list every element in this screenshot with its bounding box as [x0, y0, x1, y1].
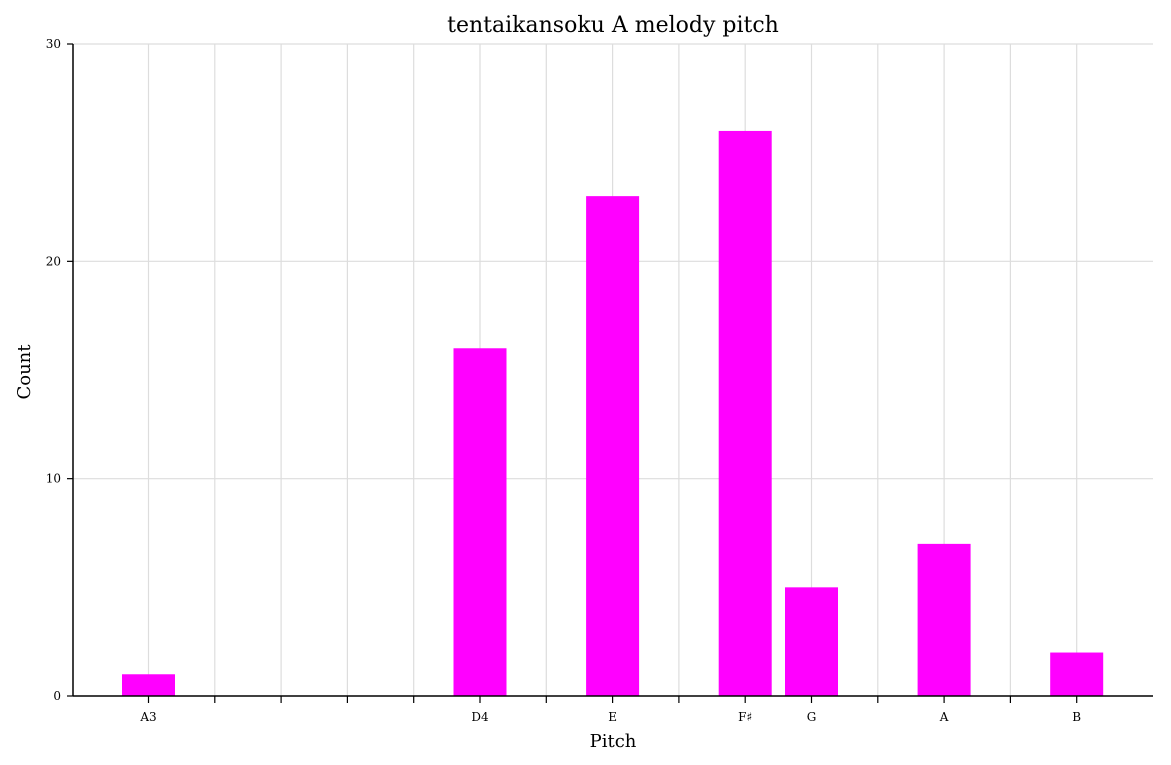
x-axis-label: Pitch — [590, 731, 637, 752]
bar — [718, 130, 772, 696]
bar — [917, 543, 971, 696]
y-tick-label: 10 — [46, 472, 61, 486]
x-tick-label: E — [608, 710, 617, 724]
x-tick-label: D4 — [471, 710, 489, 724]
x-tick-label: A — [939, 710, 949, 724]
bar — [122, 674, 175, 696]
x-tick-label: G — [807, 710, 817, 724]
y-tick-label: 20 — [46, 254, 61, 268]
bar — [453, 348, 507, 696]
axes: 0 10 20 30 A3 D4 E F♯ G A B — [46, 37, 1153, 724]
bar — [586, 196, 640, 696]
y-tick-label: 30 — [46, 37, 61, 51]
bars — [122, 130, 1104, 696]
y-tick-label: 0 — [53, 689, 61, 703]
x-tick-label: B — [1072, 710, 1081, 724]
bar — [1050, 652, 1104, 696]
chart-title: tentaikansoku A melody pitch — [447, 13, 779, 38]
x-tick-label: A3 — [139, 710, 156, 724]
bar — [785, 587, 838, 696]
y-axis-label: Count — [14, 344, 35, 400]
x-tick-label: F♯ — [738, 710, 752, 724]
